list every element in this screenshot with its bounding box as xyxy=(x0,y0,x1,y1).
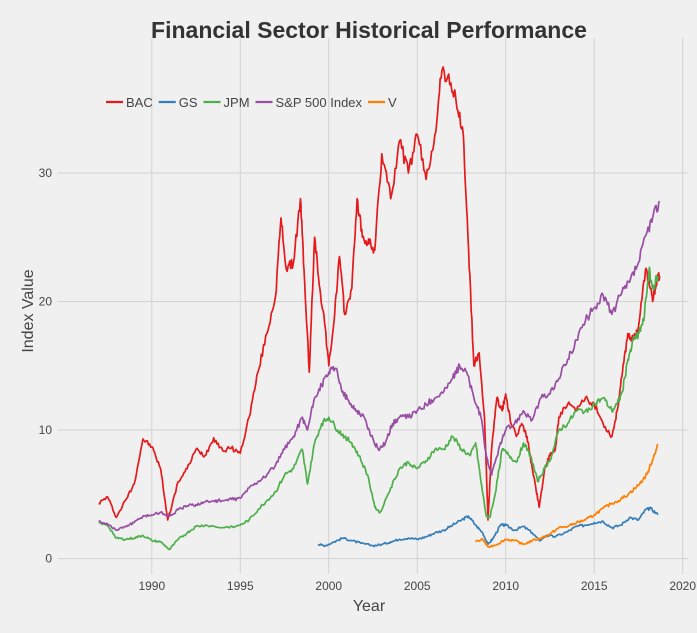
series-lines xyxy=(98,66,661,551)
y-tick-label: 20 xyxy=(39,295,53,309)
y-tick-label: 10 xyxy=(39,423,53,437)
legend: BAC GS JPM S&P 500 Index V xyxy=(106,95,397,110)
series-line-jpm xyxy=(98,266,659,551)
x-tick-label: 1990 xyxy=(138,579,165,593)
y-tick-label: 0 xyxy=(45,552,52,566)
legend-item-s-p-500-index: S&P 500 Index xyxy=(255,95,363,110)
legend-label: JPM xyxy=(224,95,250,110)
y-gridlines xyxy=(58,172,688,560)
legend-item-gs: GS xyxy=(158,95,198,110)
legend-label: V xyxy=(388,95,397,110)
legend-label: S&P 500 Index xyxy=(276,95,363,110)
x-tick-label: 2015 xyxy=(581,579,608,593)
series-line-bac xyxy=(98,66,661,521)
legend-label: BAC xyxy=(126,95,153,110)
legend-label: GS xyxy=(179,95,198,110)
series-line-gs xyxy=(317,506,659,548)
x-tick-label: 2000 xyxy=(315,579,342,593)
y-tick-label: 30 xyxy=(39,166,53,180)
y-axis-title: Index Value xyxy=(20,269,37,352)
x-tick-label: 2010 xyxy=(492,579,519,593)
x-tick-labels: 1990 1995 2000 2005 2010 2015 2020 xyxy=(138,579,696,593)
x-tick-label: 1995 xyxy=(227,579,254,593)
legend-item-bac: BAC xyxy=(106,95,153,110)
x-tick-label: 2005 xyxy=(404,579,431,593)
series-line-s-p-500-index xyxy=(98,200,661,532)
y-tick-labels: 0 10 20 30 xyxy=(39,166,53,566)
legend-item-jpm: JPM xyxy=(203,95,250,110)
legend-item-v: V xyxy=(368,95,397,110)
x-gridlines xyxy=(151,38,684,574)
series-line-v xyxy=(474,443,659,549)
x-axis-title: Year xyxy=(353,598,386,615)
chart-title: Financial Sector Historical Performance xyxy=(151,17,587,43)
x-tick-label: 2020 xyxy=(669,579,696,593)
